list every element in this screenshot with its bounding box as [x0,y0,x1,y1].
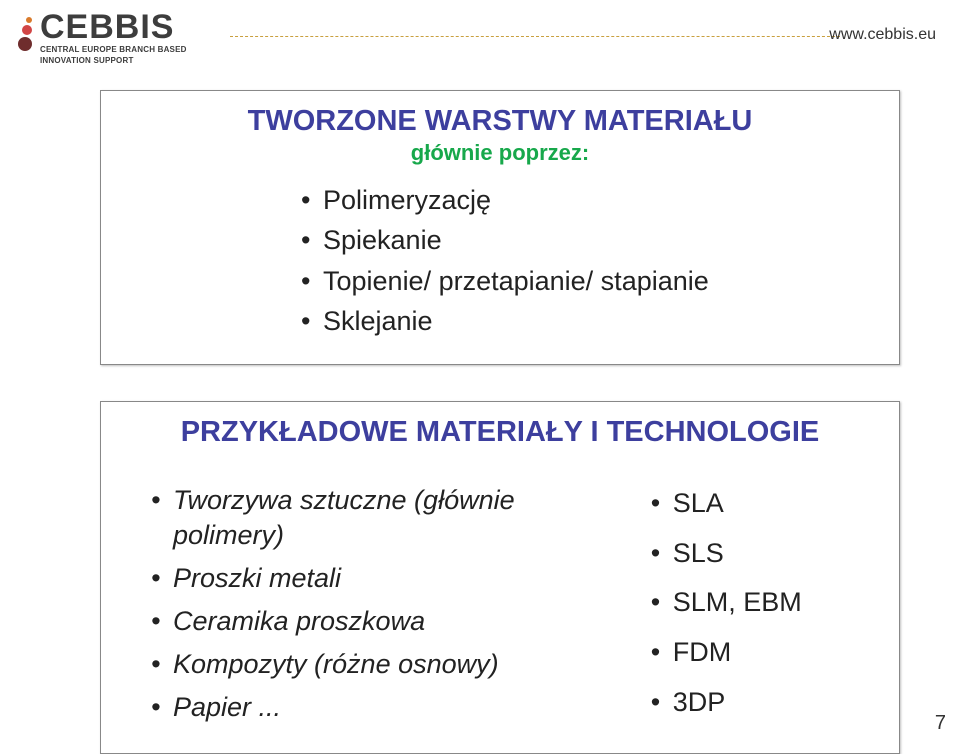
list-item: SLM, EBM [651,582,869,624]
header-url: www.cebbis.eu [829,26,936,44]
box2-title: PRZYKŁADOWE MATERIAŁY I TECHNOLOGIE [131,416,869,449]
list-item: FDM [651,632,869,674]
logo-subline-1: CENTRAL EUROPE BRANCH BASED [40,46,187,55]
logo-text: CEBBIS CENTRAL EUROPE BRANCH BASED INNOV… [40,10,187,66]
box-materialy-technologie: PRZYKŁADOWE MATERIAŁY I TECHNOLOGIE Twor… [100,401,900,754]
list-item: SLA [651,483,869,525]
logo-dot-3 [18,37,32,51]
box1-title: TWORZONE WARSTWY MATERIAŁU [131,105,869,138]
list-item: Ceramika proszkowa [151,604,611,639]
box2-left-col: Tworzywa sztuczne (głównie polimery) Pro… [131,467,611,734]
slide-content: TWORZONE WARSTWY MATERIAŁU głównie poprz… [0,90,960,754]
logo-subline-2: INNOVATION SUPPORT [40,57,187,66]
logo-dot-1 [26,17,32,23]
list-item: SLS [651,533,869,575]
logo: CEBBIS CENTRAL EUROPE BRANCH BASED INNOV… [18,10,187,66]
box2-right-list: SLA SLS SLM, EBM FDM 3DP [611,483,869,724]
list-item: Spiekanie [301,222,869,258]
list-item: Tworzywa sztuczne (głównie polimery) [151,483,611,553]
list-item: Sklejanie [301,303,869,339]
box1-subtitle: głównie poprzez: [131,140,869,166]
list-item: Proszki metali [151,561,611,596]
logo-dot-2 [22,25,32,35]
list-item: 3DP [651,682,869,724]
page-number: 7 [935,712,946,735]
box2-right-col: SLA SLS SLM, EBM FDM 3DP [611,467,869,734]
box2-body: Tworzywa sztuczne (głównie polimery) Pro… [131,467,869,734]
logo-word: CEBBIS [40,10,187,44]
box1-list: Polimeryzację Spiekanie Topienie/ przeta… [131,182,869,340]
list-item: Topienie/ przetapianie/ stapianie [301,263,869,299]
list-item: Kompozyty (różne osnowy) [151,647,611,682]
list-item: Polimeryzację [301,182,869,218]
logo-dots [18,16,32,52]
box2-left-list: Tworzywa sztuczne (głównie polimery) Pro… [131,483,611,726]
list-item: Papier ... [151,690,611,725]
slide-header: CEBBIS CENTRAL EUROPE BRANCH BASED INNOV… [0,0,960,90]
header-divider [230,36,840,37]
box-warstwy: TWORZONE WARSTWY MATERIAŁU głównie poprz… [100,90,900,365]
